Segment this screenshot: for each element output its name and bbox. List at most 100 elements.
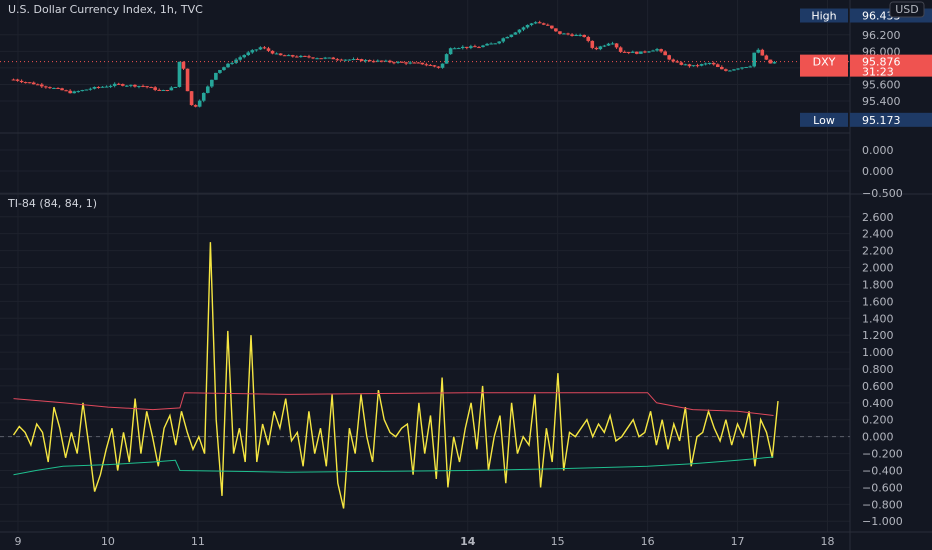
candle-body — [626, 51, 631, 53]
price-pane[interactable] — [0, 20, 850, 108]
candle-body — [48, 87, 52, 89]
candle-body — [643, 51, 647, 53]
currency-button[interactable]: USD — [889, 1, 925, 18]
candle-body — [100, 86, 105, 88]
candle-body — [278, 53, 283, 56]
candle-body — [375, 60, 380, 62]
candle-body — [481, 45, 485, 48]
gap-axis-ticks: 0.000 0.000 −0.500 — [862, 144, 903, 200]
candle-body — [262, 47, 267, 49]
candle-body — [408, 62, 412, 64]
candle-body — [477, 47, 481, 49]
label-name: High — [811, 10, 836, 23]
time-axis-label: 17 — [731, 535, 745, 548]
candle-body — [92, 86, 97, 89]
candle-body — [177, 61, 182, 87]
currency-button-bg — [889, 1, 925, 18]
candle-body — [444, 54, 449, 64]
indicator-axis-label: 2.400 — [862, 228, 894, 241]
series-lower-line — [13, 456, 774, 476]
candle-body — [695, 65, 700, 67]
candle-body — [185, 68, 190, 92]
candle-body — [760, 49, 765, 56]
indicator-axis-label: 0.000 — [862, 431, 894, 444]
candle-body — [736, 68, 740, 70]
candle-body — [161, 89, 166, 91]
candle-body — [521, 27, 526, 30]
candle-body — [578, 34, 582, 36]
candle-body — [720, 66, 724, 70]
label-value-box — [850, 54, 932, 77]
label-value: 95.173 — [862, 114, 901, 127]
candle-body — [509, 34, 514, 37]
indicator-axis-label: −0.400 — [862, 464, 903, 477]
candle-body — [602, 45, 607, 47]
candle-body — [327, 57, 332, 59]
indicator-axis-label: −0.200 — [862, 448, 903, 461]
candle-body — [165, 89, 170, 91]
indicator-pane[interactable] — [0, 242, 850, 509]
candle-body — [15, 79, 20, 81]
time-axis-label: 11 — [191, 535, 205, 548]
candle-body — [52, 87, 56, 89]
indicator-axis-label: 2.200 — [862, 245, 894, 258]
candle-body — [392, 62, 396, 64]
candle-body — [501, 38, 506, 42]
candle-body — [465, 46, 469, 48]
candle-body — [493, 43, 497, 45]
candle-body — [295, 56, 299, 58]
time-axis-label: 9 — [14, 535, 21, 548]
candle-body — [485, 43, 489, 46]
candle-body — [610, 43, 615, 45]
indicator-axis-label: 2.000 — [862, 262, 894, 275]
indicator-axis-label: 0.200 — [862, 414, 894, 427]
candle-body — [23, 82, 28, 84]
candle-body — [339, 59, 344, 61]
candle-body — [246, 52, 251, 56]
candle-body — [691, 65, 696, 67]
indicator-axis-label: 1.600 — [862, 295, 894, 308]
indicator-axis-label: 1.800 — [862, 278, 894, 291]
candle-body — [311, 57, 315, 59]
candle-body — [290, 55, 295, 57]
candle-body — [173, 86, 178, 88]
currency-label: USD — [895, 3, 919, 16]
indicator-axis-label: 0.600 — [862, 380, 894, 393]
candle-body — [622, 51, 627, 53]
candle-body — [44, 86, 48, 88]
candle-body — [582, 34, 587, 37]
candle-body — [355, 58, 360, 60]
candle-body — [384, 60, 388, 62]
label-countdown: 31:23 — [862, 66, 894, 79]
gap-axis-label: −0.500 — [862, 187, 903, 200]
candle-body — [125, 85, 129, 87]
candle-body — [76, 91, 81, 93]
candle-body — [96, 86, 101, 88]
candle-body — [84, 89, 89, 91]
candle-body — [452, 48, 457, 50]
candle-body — [699, 64, 704, 66]
candle-body — [671, 59, 676, 62]
price-chart-title: U.S. Dollar Currency Index, 1h, TVC — [8, 3, 203, 16]
candle-body — [679, 62, 684, 65]
candle-body — [598, 46, 603, 50]
time-axis-label: 14 — [460, 535, 476, 548]
label-value-box — [850, 112, 932, 127]
candle-body — [489, 43, 493, 45]
candle-body — [400, 61, 404, 63]
indicator-axis-label: 2.600 — [862, 211, 894, 224]
candle-body — [550, 25, 554, 29]
candle-body — [533, 22, 538, 24]
candle-body — [347, 59, 352, 61]
candle-body — [250, 50, 255, 53]
candle-body — [315, 58, 319, 60]
candle-body — [590, 40, 595, 48]
candle-body — [460, 46, 465, 49]
candle-body — [740, 67, 744, 69]
candle-body — [331, 57, 336, 60]
candle-body — [703, 63, 708, 65]
candle-body — [254, 49, 259, 51]
candle-body — [68, 90, 72, 94]
candle-body — [614, 43, 619, 48]
